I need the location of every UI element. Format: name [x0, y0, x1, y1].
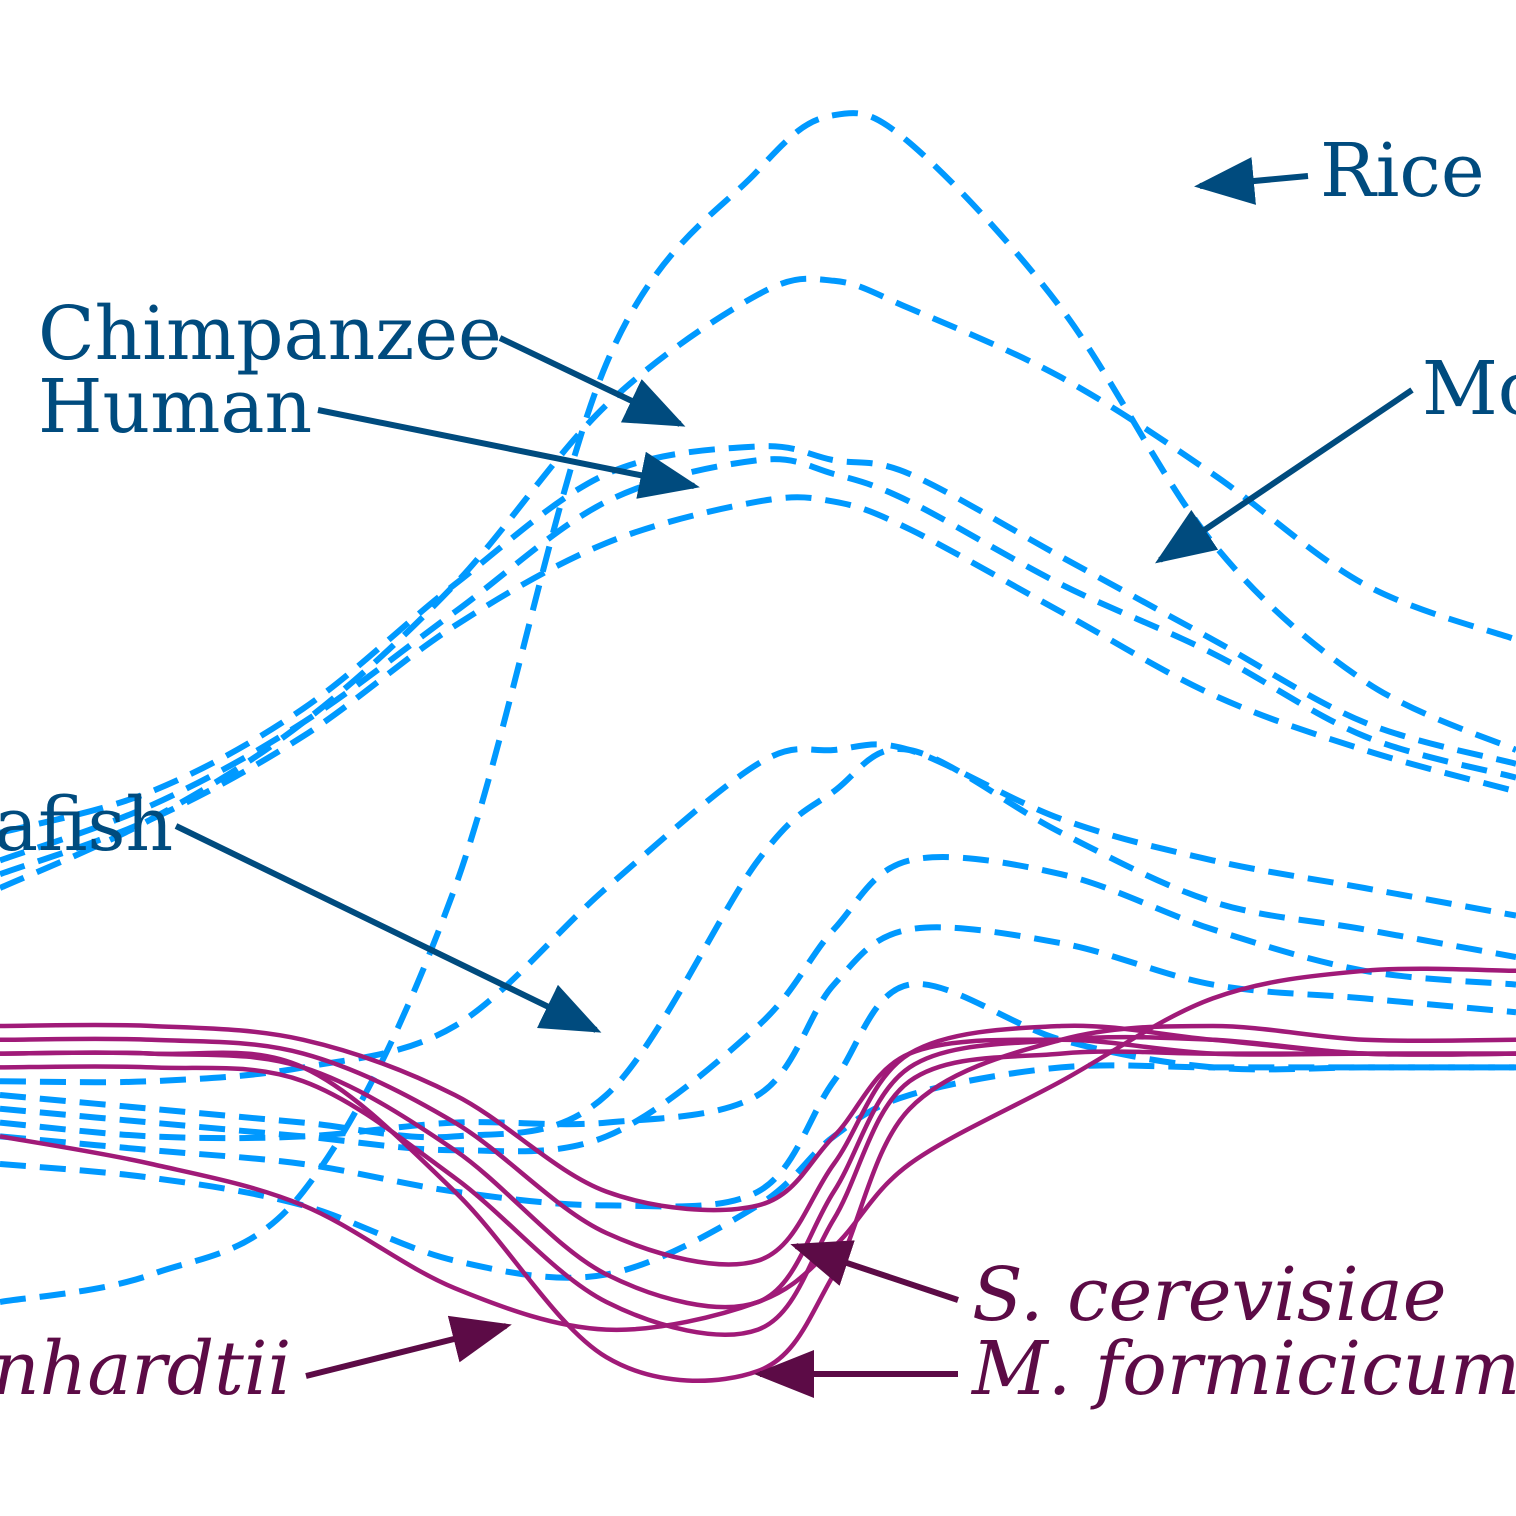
series-line-mouse	[0, 494, 1516, 878]
series-line-rice	[0, 110, 1516, 1305]
s-cerevisiae-arrow	[790, 1240, 959, 1303]
series-line-human	[0, 456, 1516, 864]
label-mouse: Mo	[1422, 346, 1516, 432]
mouse-arrow	[1155, 387, 1414, 564]
rice-arrow	[1194, 157, 1309, 205]
label-m-formicicum: M. formicicum	[970, 1326, 1516, 1412]
zebrafish-arrow	[174, 823, 602, 1033]
series-line-unnamed-8	[0, 924, 1516, 1142]
label-chimpanzee: Chimpanzee	[38, 291, 502, 377]
series-line-m-formicicum	[0, 1023, 1516, 1383]
series-line-unnamed-7	[0, 854, 1516, 1155]
series-line-unnamed-12	[0, 1023, 1516, 1267]
label-zebrafish: afish	[0, 782, 173, 868]
label-rice: Rice	[1320, 128, 1485, 214]
label-human: Human	[38, 364, 312, 450]
series-line-unnamed-6	[0, 746, 1516, 1141]
label-c-reinhardtii: nhardtii	[0, 1326, 291, 1412]
c-reinhardtii-arrow	[305, 1315, 512, 1379]
chimpanzee-arrow	[498, 335, 686, 427]
series-line-unnamed-14	[0, 1049, 1516, 1337]
annotation-layer: Rice Chimpanzee Human Mo afish S. cerevi…	[0, 128, 1516, 1412]
series-line-zebrafish	[0, 741, 1516, 1086]
human-arrow	[317, 407, 700, 499]
series-line-chimpanzee	[0, 443, 1516, 836]
label-s-cerevisiae: S. cerevisiae	[972, 1252, 1447, 1338]
